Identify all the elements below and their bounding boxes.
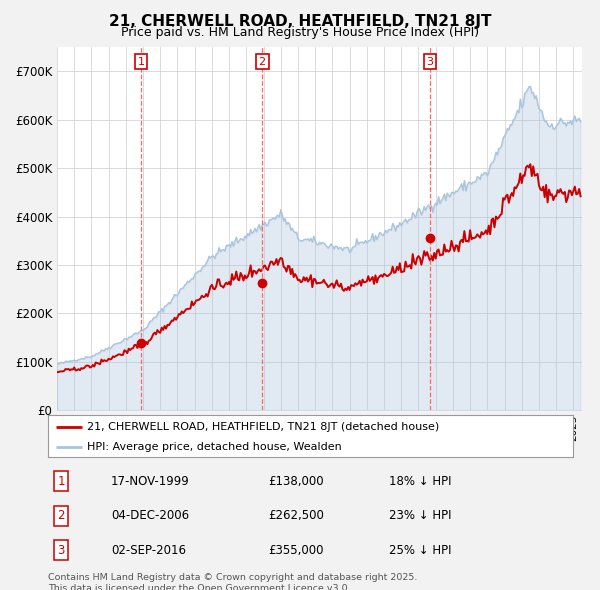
Text: 3: 3 [427,57,434,67]
Text: £355,000: £355,000 [269,543,324,556]
Text: 1: 1 [58,475,65,488]
Text: 17-NOV-1999: 17-NOV-1999 [111,475,190,488]
Text: 2: 2 [259,57,266,67]
Text: 04-DEC-2006: 04-DEC-2006 [111,509,189,522]
Text: £262,500: £262,500 [269,509,325,522]
Text: Price paid vs. HM Land Registry's House Price Index (HPI): Price paid vs. HM Land Registry's House … [121,26,479,39]
Text: 3: 3 [58,543,65,556]
Text: 21, CHERWELL ROAD, HEATHFIELD, TN21 8JT (detached house): 21, CHERWELL ROAD, HEATHFIELD, TN21 8JT … [88,422,440,432]
Text: 18% ↓ HPI: 18% ↓ HPI [389,475,452,488]
Text: Contains HM Land Registry data © Crown copyright and database right 2025.
This d: Contains HM Land Registry data © Crown c… [48,573,418,590]
Text: 21, CHERWELL ROAD, HEATHFIELD, TN21 8JT: 21, CHERWELL ROAD, HEATHFIELD, TN21 8JT [109,14,491,29]
Text: 25% ↓ HPI: 25% ↓ HPI [389,543,452,556]
Text: 23% ↓ HPI: 23% ↓ HPI [389,509,452,522]
Text: 1: 1 [137,57,145,67]
Text: HPI: Average price, detached house, Wealden: HPI: Average price, detached house, Weal… [88,442,342,451]
Text: 02-SEP-2016: 02-SEP-2016 [111,543,186,556]
Text: £138,000: £138,000 [269,475,324,488]
Text: 2: 2 [58,509,65,522]
